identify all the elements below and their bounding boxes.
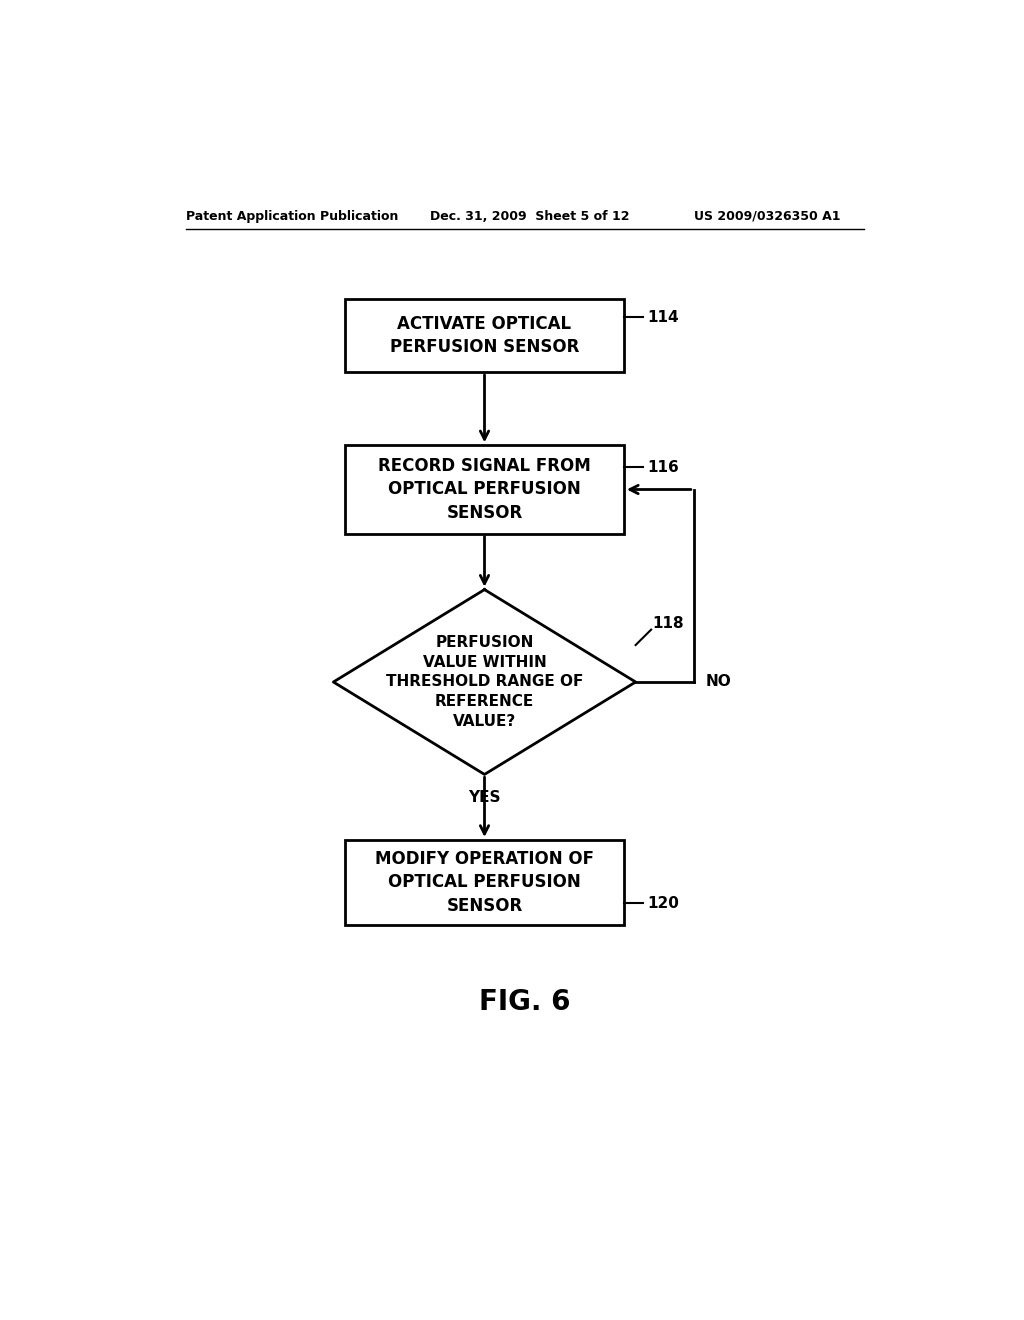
Text: Dec. 31, 2009  Sheet 5 of 12: Dec. 31, 2009 Sheet 5 of 12 — [430, 210, 630, 223]
Text: ACTIVATE OPTICAL
PERFUSION SENSOR: ACTIVATE OPTICAL PERFUSION SENSOR — [390, 314, 580, 356]
Text: MODIFY OPERATION OF
OPTICAL PERFUSION
SENSOR: MODIFY OPERATION OF OPTICAL PERFUSION SE… — [375, 850, 594, 915]
Text: 120: 120 — [647, 896, 679, 911]
Bar — [345, 840, 624, 924]
Text: 116: 116 — [647, 459, 679, 475]
Text: RECORD SIGNAL FROM
OPTICAL PERFUSION
SENSOR: RECORD SIGNAL FROM OPTICAL PERFUSION SEN… — [378, 457, 591, 523]
Text: US 2009/0326350 A1: US 2009/0326350 A1 — [693, 210, 841, 223]
Bar — [345, 445, 624, 533]
Bar — [345, 298, 624, 372]
Text: YES: YES — [468, 789, 501, 805]
Text: FIG. 6: FIG. 6 — [479, 987, 570, 1015]
Text: 118: 118 — [652, 616, 684, 631]
Text: 114: 114 — [647, 310, 679, 325]
Text: PERFUSION
VALUE WITHIN
THRESHOLD RANGE OF
REFERENCE
VALUE?: PERFUSION VALUE WITHIN THRESHOLD RANGE O… — [386, 635, 584, 729]
Text: NO: NO — [706, 675, 731, 689]
Text: Patent Application Publication: Patent Application Publication — [186, 210, 398, 223]
